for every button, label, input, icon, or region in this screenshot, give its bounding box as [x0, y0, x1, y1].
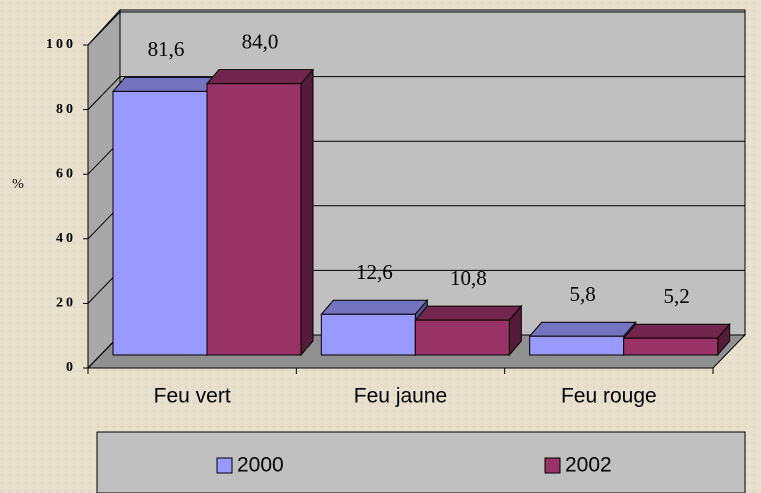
legend — [96, 431, 746, 493]
y-tick-label: 40 — [56, 231, 76, 246]
value-label: 84,0 — [242, 29, 279, 53]
bar — [320, 313, 416, 356]
legend-label: 2000 — [237, 454, 284, 477]
bar — [112, 90, 208, 356]
y-tick-label: 60 — [56, 166, 76, 181]
bar-side — [300, 68, 314, 357]
grid-line — [87, 11, 121, 46]
legend-label: 2002 — [565, 454, 612, 477]
bar-top — [320, 299, 429, 315]
bar — [623, 337, 719, 356]
legend-swatch — [544, 457, 561, 474]
y-tick-label: 80 — [56, 102, 76, 117]
value-label: 12,6 — [356, 260, 393, 284]
bar — [529, 335, 625, 356]
bar-top — [111, 76, 221, 92]
y-tick-label: 100 — [46, 37, 76, 52]
value-label: 81,6 — [148, 37, 185, 61]
x-tick-label: Feu rouge — [561, 385, 657, 408]
grid-line — [87, 76, 121, 110]
x-tick-label: Feu vert — [154, 385, 231, 408]
legend-swatch — [216, 457, 233, 474]
bar — [414, 319, 510, 356]
bar — [206, 83, 302, 356]
bar-top — [528, 321, 637, 337]
bar-top — [622, 323, 731, 339]
y-tick-label: 20 — [56, 296, 76, 311]
bar-top — [205, 69, 315, 85]
value-label: 5,8 — [570, 282, 596, 306]
value-label: 5,2 — [664, 284, 690, 308]
value-label: 10,8 — [450, 266, 487, 290]
x-tick-label: Feu jaune — [354, 385, 447, 408]
y-axis-label: % — [12, 177, 24, 192]
y-tick-label: 0 — [66, 360, 76, 375]
bar-top — [414, 305, 523, 321]
